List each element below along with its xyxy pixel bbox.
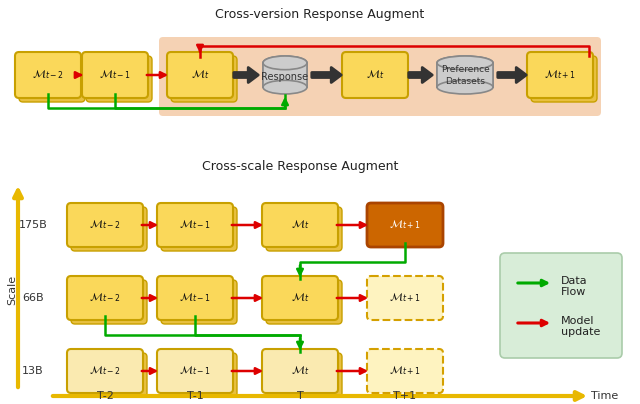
Text: $\mathcal{M}_{t-2}$: $\mathcal{M}_{t-2}$ — [89, 292, 121, 304]
Text: 66B: 66B — [22, 293, 44, 303]
Text: T+1: T+1 — [394, 391, 417, 401]
Text: Preference: Preference — [440, 65, 490, 74]
FancyBboxPatch shape — [67, 349, 143, 393]
FancyBboxPatch shape — [266, 207, 342, 251]
Text: $\mathcal{M}_{t}$: $\mathcal{M}_{t}$ — [366, 69, 384, 81]
Text: Flow: Flow — [561, 287, 586, 297]
Bar — [437, 63, 493, 87]
Text: Model: Model — [561, 316, 595, 326]
FancyBboxPatch shape — [15, 52, 81, 98]
FancyBboxPatch shape — [159, 37, 601, 116]
FancyBboxPatch shape — [266, 353, 342, 397]
Ellipse shape — [437, 56, 493, 69]
Text: 13B: 13B — [22, 366, 44, 376]
FancyBboxPatch shape — [262, 349, 338, 393]
Text: $\mathcal{M}_{t+1}$: $\mathcal{M}_{t+1}$ — [544, 69, 576, 81]
FancyBboxPatch shape — [266, 280, 342, 324]
Text: $\mathcal{M}_{t-2}$: $\mathcal{M}_{t-2}$ — [89, 219, 121, 231]
Text: $\mathcal{M}_{t-1}$: $\mathcal{M}_{t-1}$ — [99, 69, 131, 81]
Text: $\mathcal{M}_{t+1}$: $\mathcal{M}_{t+1}$ — [389, 364, 421, 377]
FancyBboxPatch shape — [367, 276, 443, 320]
Bar — [263, 63, 307, 87]
FancyBboxPatch shape — [367, 203, 443, 247]
Text: $\mathcal{M}_{t-2}$: $\mathcal{M}_{t-2}$ — [89, 364, 121, 377]
FancyBboxPatch shape — [262, 203, 338, 247]
Text: Cross-scale Response Augment: Cross-scale Response Augment — [202, 160, 398, 173]
Text: Scale: Scale — [7, 275, 17, 305]
FancyBboxPatch shape — [157, 203, 233, 247]
Text: $\mathcal{M}_{t+1}$: $\mathcal{M}_{t+1}$ — [389, 219, 421, 231]
Text: $\mathcal{M}_{t-1}$: $\mathcal{M}_{t-1}$ — [179, 292, 211, 304]
FancyBboxPatch shape — [342, 52, 408, 98]
FancyBboxPatch shape — [157, 276, 233, 320]
FancyBboxPatch shape — [67, 276, 143, 320]
Ellipse shape — [437, 80, 493, 94]
Ellipse shape — [437, 56, 493, 69]
FancyBboxPatch shape — [167, 52, 233, 98]
FancyBboxPatch shape — [161, 207, 237, 251]
Text: T-1: T-1 — [187, 391, 204, 401]
Ellipse shape — [263, 80, 307, 94]
Text: $\mathcal{M}_{t-2}$: $\mathcal{M}_{t-2}$ — [32, 69, 64, 81]
Text: Datasets: Datasets — [445, 76, 485, 86]
Text: $\mathcal{M}_{t}$: $\mathcal{M}_{t}$ — [291, 292, 309, 304]
FancyBboxPatch shape — [171, 56, 237, 102]
Text: $\mathcal{M}_{t}$: $\mathcal{M}_{t}$ — [291, 364, 309, 377]
FancyBboxPatch shape — [71, 353, 147, 397]
Bar — [437, 63, 493, 87]
FancyBboxPatch shape — [527, 52, 593, 98]
Ellipse shape — [263, 56, 307, 69]
FancyBboxPatch shape — [531, 56, 597, 102]
Text: $\mathcal{M}_{t-1}$: $\mathcal{M}_{t-1}$ — [179, 364, 211, 377]
FancyBboxPatch shape — [500, 253, 622, 358]
Text: Time: Time — [591, 391, 619, 401]
Text: update: update — [561, 327, 600, 337]
FancyBboxPatch shape — [161, 353, 237, 397]
Text: $\mathcal{M}_{t}$: $\mathcal{M}_{t}$ — [291, 219, 309, 231]
FancyBboxPatch shape — [157, 349, 233, 393]
Ellipse shape — [263, 56, 307, 69]
FancyBboxPatch shape — [71, 207, 147, 251]
FancyBboxPatch shape — [82, 52, 148, 98]
Text: Response: Response — [261, 72, 308, 82]
FancyBboxPatch shape — [262, 276, 338, 320]
Text: $\mathcal{M}_{t}$: $\mathcal{M}_{t}$ — [191, 69, 209, 81]
FancyBboxPatch shape — [367, 349, 443, 393]
FancyBboxPatch shape — [71, 280, 147, 324]
Text: Cross-version Response Augment: Cross-version Response Augment — [216, 8, 424, 21]
FancyBboxPatch shape — [19, 56, 85, 102]
FancyBboxPatch shape — [161, 280, 237, 324]
Bar — [263, 63, 307, 87]
Text: 175B: 175B — [19, 220, 47, 230]
FancyBboxPatch shape — [67, 203, 143, 247]
Text: T: T — [296, 391, 303, 401]
Text: $\mathcal{M}_{t-1}$: $\mathcal{M}_{t-1}$ — [179, 219, 211, 231]
Text: Data: Data — [561, 276, 588, 286]
Text: $\mathcal{M}_{t+1}$: $\mathcal{M}_{t+1}$ — [389, 292, 421, 304]
Text: T-2: T-2 — [97, 391, 113, 401]
FancyBboxPatch shape — [86, 56, 152, 102]
